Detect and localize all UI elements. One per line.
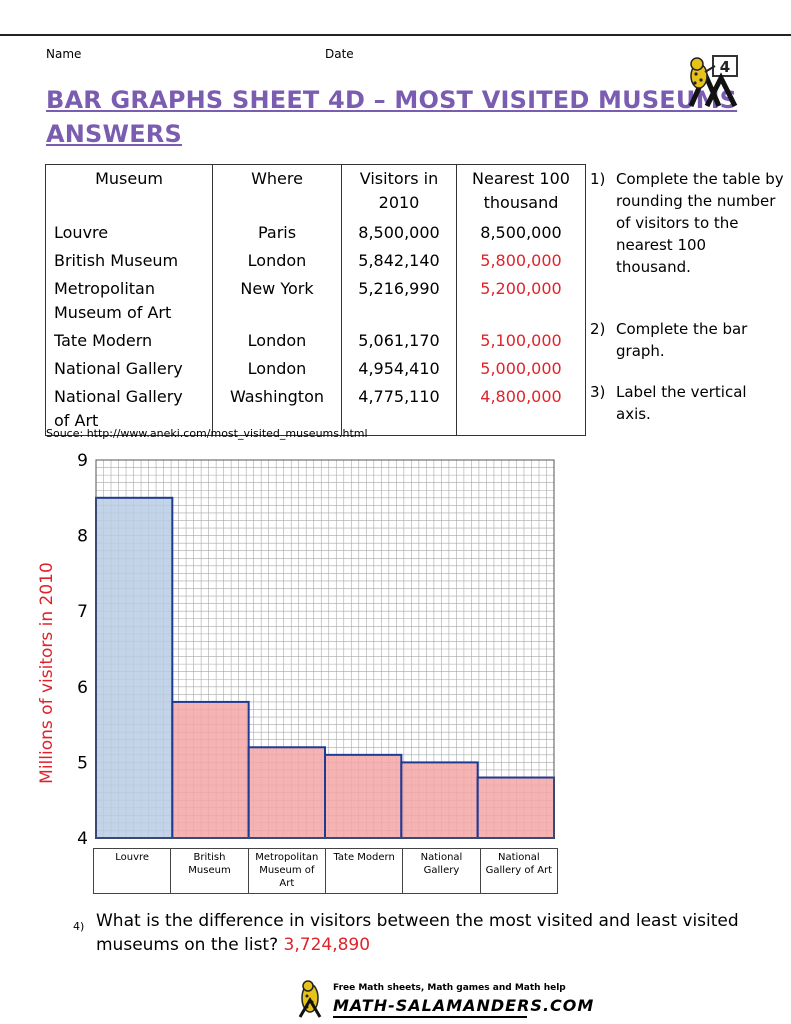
category-label: British Museum — [170, 848, 249, 894]
cell-visitors: 4,775,110 — [341, 383, 457, 436]
instruction-1: 1) Complete the table by rounding the nu… — [590, 168, 785, 278]
cell-nearest: 5,200,000 — [456, 275, 586, 327]
category-label: National Gallery of Art — [479, 848, 559, 894]
bar-metropolitan-museum-of-art — [247, 746, 327, 839]
top-rule — [0, 34, 791, 36]
logo-badge: 4 — [720, 58, 730, 76]
category-label: National Gallery — [402, 848, 481, 894]
cell-museum: Louvre — [45, 217, 213, 247]
date-label: Date — [325, 47, 354, 61]
instruction-number: 3) — [590, 383, 606, 401]
footer-tagline: Free Math sheets, Math games and Math he… — [333, 983, 566, 993]
instruction-3: 3) Label the vertical axis. — [590, 381, 785, 425]
cell-museum: Tate Modern — [45, 327, 213, 355]
cell-nearest: 4,800,000 — [456, 383, 586, 436]
cell-museum: British Museum — [45, 247, 213, 275]
y-tick-label: 8 — [77, 527, 88, 547]
cell-museum: National Gallery — [45, 355, 213, 383]
chart-y-ticks: 4 5 6 7 8 9 — [77, 451, 88, 848]
category-label-table: Louvre British Museum Metropolitan Museum of… — [92, 848, 559, 894]
bar-tate-modern — [324, 753, 403, 839]
table-row: British Museum London 5,842,140 5,800,000 — [45, 247, 586, 275]
instruction-text: Complete the table by rounding the numbe… — [616, 170, 784, 276]
cell-nearest: 5,000,000 — [456, 355, 586, 383]
question-4-text: What is the difference in visitors betwe… — [96, 911, 739, 955]
cell-where: New York — [212, 275, 342, 327]
museum-table: Museum Where Visitors in 2010 Nearest 100… — [45, 164, 586, 436]
instruction-text: Complete the bar graph. — [616, 320, 748, 360]
category-label: Metropolitan Museum of Art — [247, 848, 326, 894]
category-label-row: Louvre British Museum Metropolitan Museum of… — [92, 848, 559, 894]
header-where: Where — [212, 164, 342, 217]
y-tick-label: 9 — [77, 451, 88, 471]
cell-where: London — [212, 355, 342, 383]
instruction-text: Label the vertical axis. — [616, 383, 747, 423]
header-visitors: Visitors in 2010 — [341, 164, 457, 217]
cell-museum: National Gallery of Art — [45, 383, 213, 436]
category-label: Louvre — [92, 848, 172, 894]
y-tick-label: 4 — [77, 829, 88, 848]
page-title-line-2: ANSWERS — [46, 120, 182, 148]
cell-visitors: 5,842,140 — [341, 247, 457, 275]
instruction-number: 1) — [590, 170, 606, 188]
bar-national-gallery-of-art — [476, 776, 555, 839]
category-label: Tate Modern — [324, 848, 404, 894]
chart-frame — [95, 459, 555, 839]
source-citation: Souce: http://www.aneki.com/most_visited… — [46, 427, 368, 440]
cell-visitors: 8,500,000 — [341, 217, 457, 247]
cell-where: Paris — [212, 217, 342, 247]
cell-where: London — [212, 327, 342, 355]
y-tick-label: 6 — [77, 678, 88, 698]
name-label: Name — [46, 47, 82, 61]
question-4: What is the difference in visitors betwe… — [96, 909, 776, 957]
salamander-logo-icon: 4 — [688, 55, 738, 108]
cell-museum: Metropolitan Museum of Art — [45, 275, 213, 327]
table-row: National Gallery of Art Washington 4,775,11… — [45, 383, 586, 436]
question-4-number: 4) — [73, 920, 85, 933]
page-title-line-1: BAR GRAPHS SHEET 4D – MOST VISITED MUSEU… — [46, 86, 738, 114]
footer-brand: MATH-SALAMANDERS.COM — [333, 996, 595, 1015]
bar-british-museum — [171, 700, 250, 840]
chart-bars — [95, 459, 555, 840]
table-row: National Gallery London 4,954,410 5,000,000 — [45, 355, 586, 383]
y-tick-label: 5 — [77, 753, 88, 773]
cell-nearest: 5,800,000 — [456, 247, 586, 275]
y-axis-label: Millions of visitors in 2010 — [37, 562, 57, 784]
cell-nearest: 5,100,000 — [456, 327, 586, 355]
y-tick-label: 7 — [77, 602, 88, 622]
cell-visitors: 5,216,990 — [341, 275, 457, 327]
cell-visitors: 5,061,170 — [341, 327, 457, 355]
footer-salamander-icon — [298, 980, 322, 1018]
bar-chart: 4 5 6 7 8 9 — [77, 451, 555, 848]
table-row: Metropolitan Museum of Art New York 5,216,9… — [45, 275, 586, 327]
header-nearest: Nearest 100 thousand — [456, 164, 586, 217]
cell-nearest: 8,500,000 — [456, 217, 586, 247]
table-header-row: Museum Where Visitors in 2010 Nearest 100… — [45, 164, 586, 217]
table-row: Louvre Paris 8,500,000 8,500,000 — [45, 217, 586, 247]
instruction-number: 2) — [590, 320, 606, 338]
table-row: Tate Modern London 5,061,170 5,100,000 — [45, 327, 586, 355]
footer-underline — [333, 1016, 527, 1018]
header-museum: Museum — [45, 164, 213, 217]
cell-visitors: 4,954,410 — [341, 355, 457, 383]
bar-louvre — [95, 496, 174, 840]
instruction-2: 2) Complete the bar graph. — [590, 318, 785, 362]
question-4-answer: 3,724,890 — [283, 935, 371, 955]
cell-where: London — [212, 247, 342, 275]
bar-national-gallery — [400, 761, 479, 839]
